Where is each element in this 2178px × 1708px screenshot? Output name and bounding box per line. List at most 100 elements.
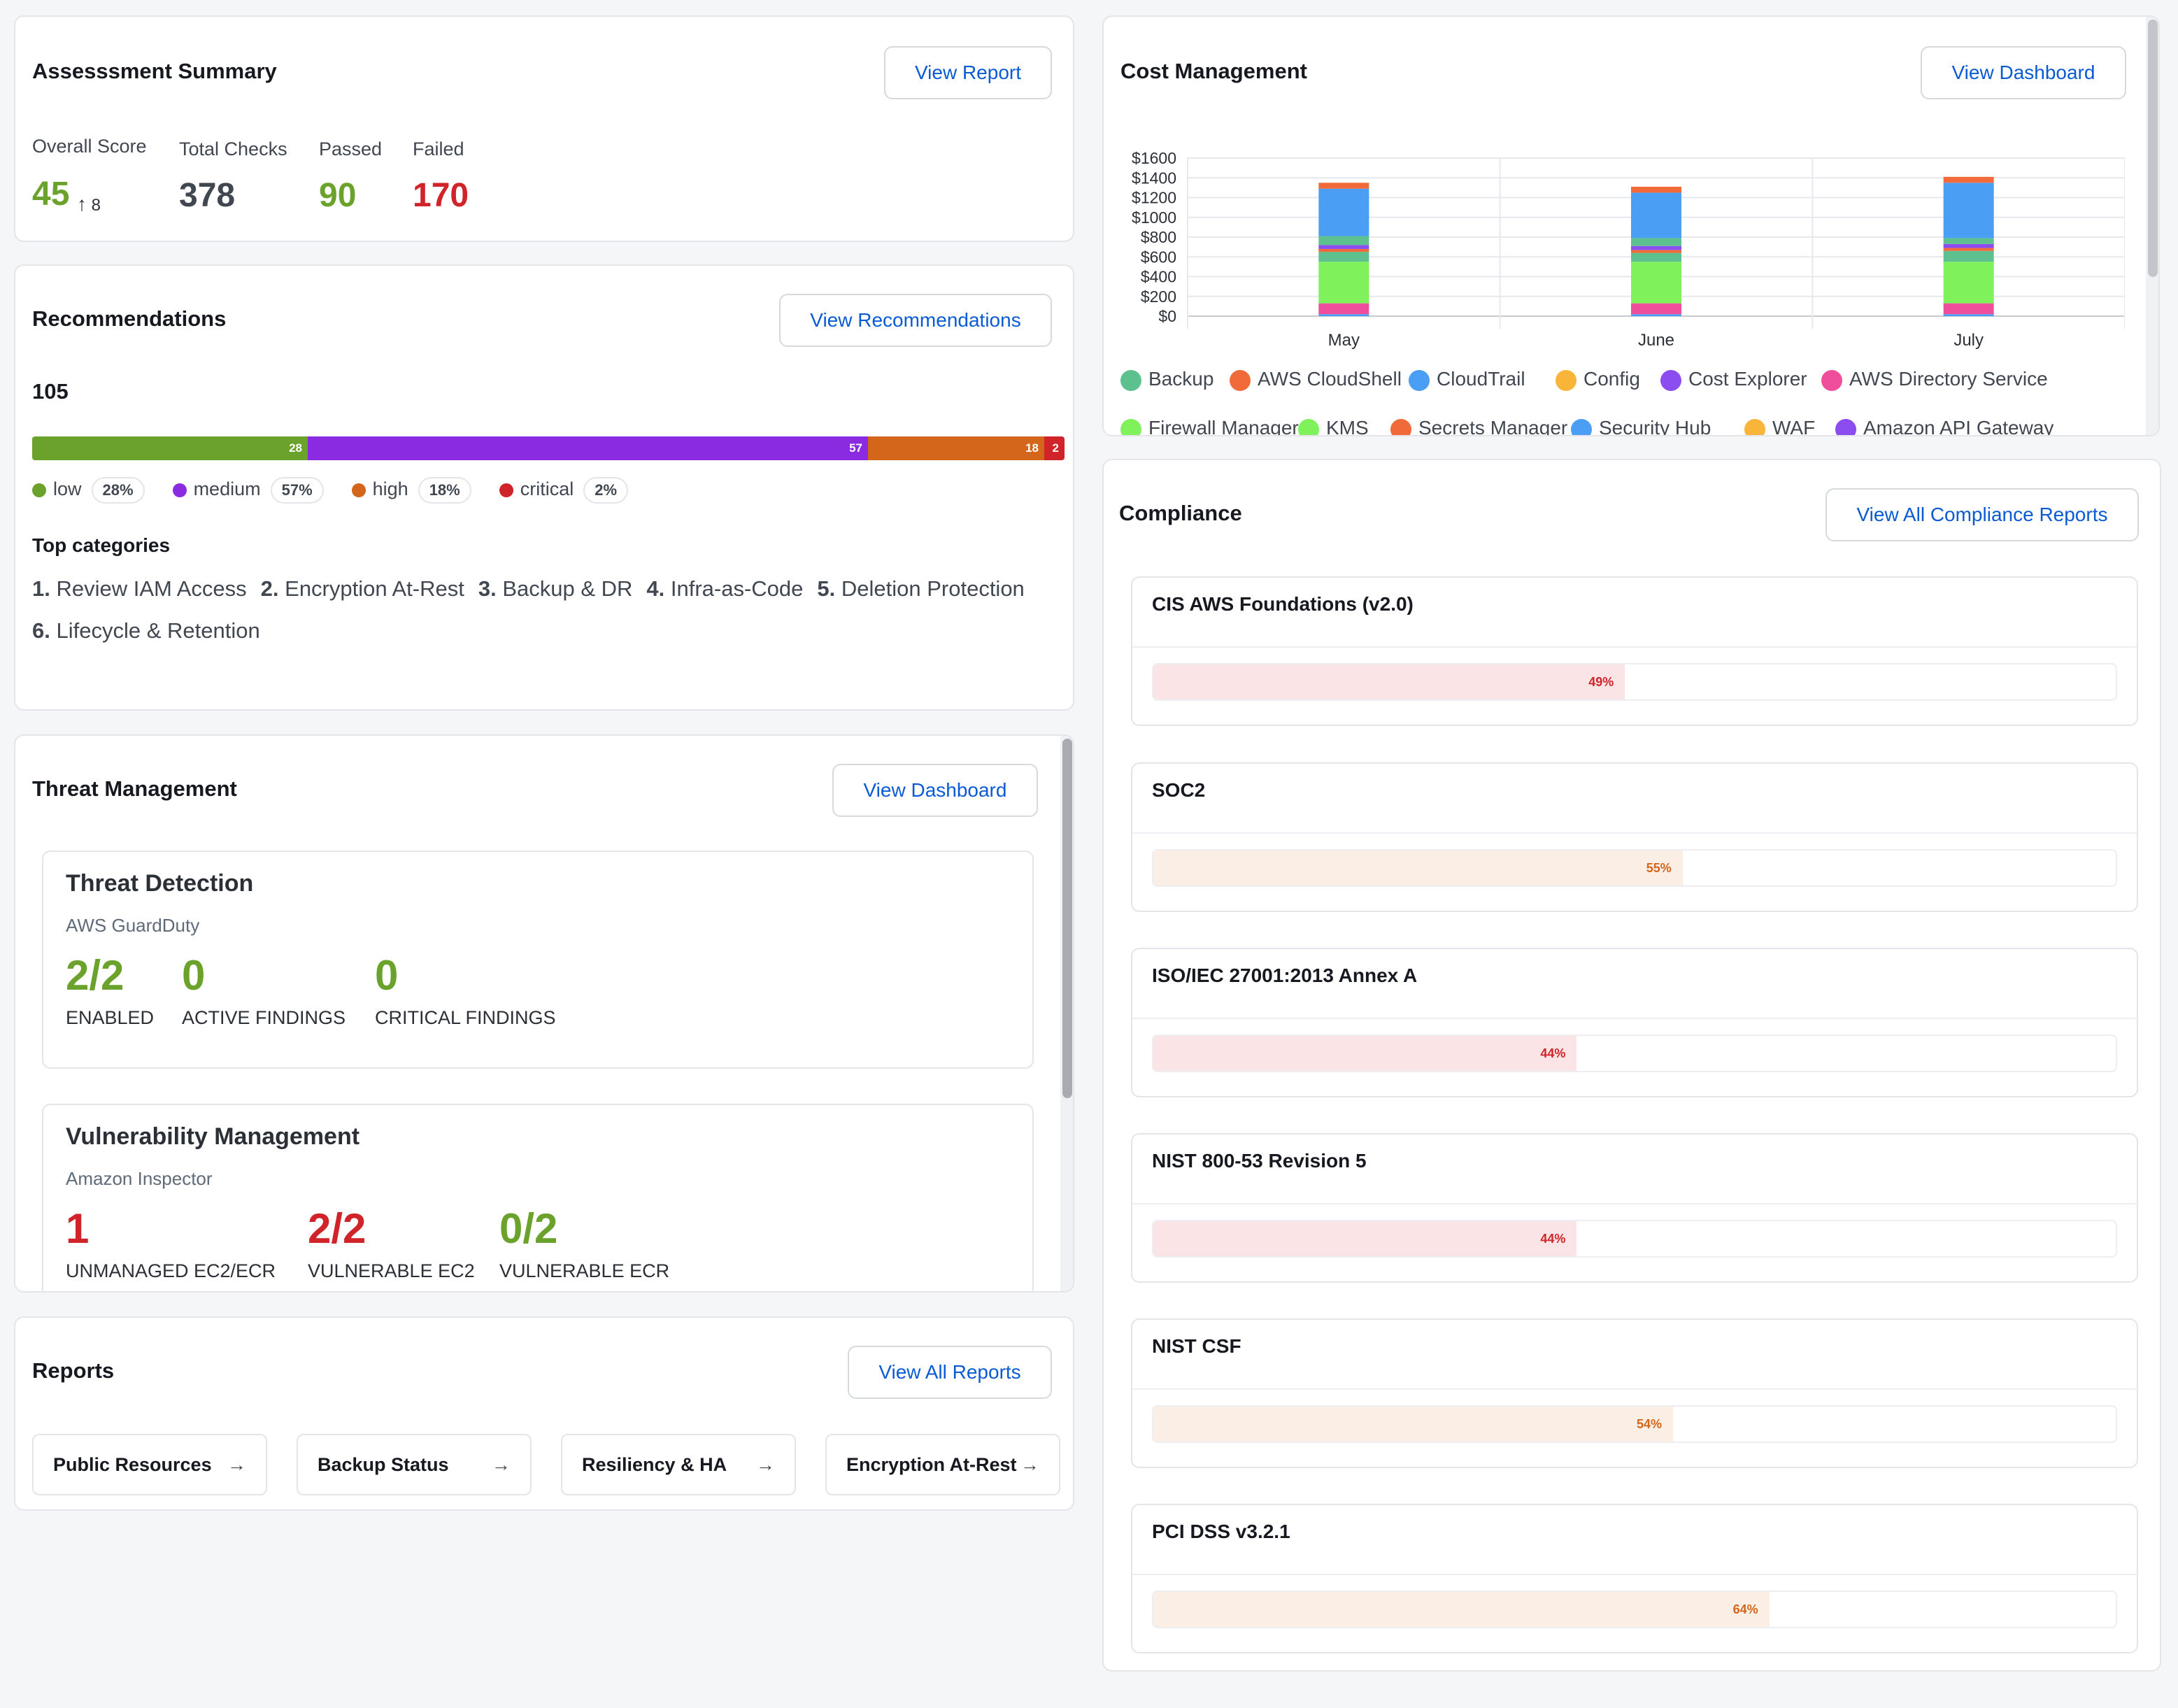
bar-segment bbox=[1318, 188, 1369, 236]
cost-legend-item[interactable]: Firewall Manager bbox=[1120, 417, 1299, 435]
report-link-label: Backup Status bbox=[318, 1453, 449, 1475]
arrow-right-icon: → bbox=[492, 1453, 511, 1475]
compliance-progress-track: 54% bbox=[1152, 1405, 2117, 1443]
bar-segment bbox=[1943, 243, 1994, 248]
overall-score-delta-value: 8 bbox=[91, 196, 101, 215]
bar-segment bbox=[1631, 250, 1681, 253]
cost-legend-item[interactable]: KMS bbox=[1298, 417, 1369, 435]
compliance-framework-card[interactable]: NIST CSF 54% bbox=[1131, 1318, 2138, 1468]
threat-detection-card: Threat Detection AWS GuardDuty 2/2 ENABL… bbox=[42, 851, 1034, 1069]
compliance-divider bbox=[1132, 1018, 2137, 1019]
bar-segment bbox=[1943, 176, 1994, 183]
recommendations-total: 105 bbox=[32, 379, 69, 404]
cost-legend-item[interactable]: Secrets Manager bbox=[1390, 417, 1567, 435]
top-category-name: Infra-as-Code bbox=[670, 576, 804, 601]
critical-findings-label: CRITICAL FINDINGS bbox=[375, 1007, 556, 1028]
severity-segment-critical: 2 bbox=[1044, 436, 1065, 460]
bar-segment bbox=[1943, 262, 1994, 294]
cost-legend-label: Cost Explorer bbox=[1688, 368, 1807, 390]
cost-legend-label: Config bbox=[1583, 368, 1640, 390]
recommendations-severity-bar: 28 57 18 2 bbox=[32, 436, 1065, 460]
cost-legend-item[interactable]: Cost Explorer bbox=[1660, 368, 1807, 391]
bar-segment bbox=[1318, 252, 1369, 262]
cost-view-dashboard-button[interactable]: View Dashboard bbox=[1921, 46, 2126, 99]
threat-detection-title: Threat Detection bbox=[66, 870, 254, 897]
severity-dot-icon bbox=[499, 483, 513, 497]
bar-segment bbox=[1631, 262, 1681, 294]
cost-legend-item[interactable]: Backup bbox=[1120, 368, 1213, 391]
severity-legend-high: high 18% bbox=[351, 477, 471, 504]
cost-legend-item[interactable]: AWS Directory Service bbox=[1821, 368, 2048, 391]
x-tick-label: May bbox=[1328, 331, 1360, 350]
active-findings-label: ACTIVE FINDINGS bbox=[182, 1007, 346, 1028]
top-categories-label: Top categories bbox=[32, 534, 171, 556]
top-category-item: 6. Lifecycle & Retention bbox=[32, 618, 260, 643]
severity-segment-medium: 57 bbox=[308, 436, 868, 460]
compliance-framework-name: NIST CSF bbox=[1152, 1335, 1241, 1357]
view-all-compliance-reports-button[interactable]: View All Compliance Reports bbox=[1825, 488, 2139, 541]
cost-chart: $0$200$400 $600 $800$1000$1200 $1400 $1600 Ma… bbox=[1132, 149, 2125, 350]
legend-dot-icon bbox=[1390, 418, 1411, 435]
top-category-name: Review IAM Access bbox=[56, 576, 247, 601]
view-recommendations-button[interactable]: View Recommendations bbox=[779, 294, 1052, 347]
severity-segment-low: 28 bbox=[32, 436, 308, 460]
compliance-framework-card[interactable]: ISO/IEC 27001:2013 Annex A 44% bbox=[1131, 948, 2138, 1097]
compliance-framework-name: SOC2 bbox=[1152, 779, 1206, 801]
cost-legend-label: Amazon API Gateway bbox=[1863, 417, 2054, 436]
legend-dot-icon bbox=[1821, 369, 1842, 391]
report-link[interactable]: Resiliency & HA → bbox=[561, 1434, 796, 1495]
assessment-summary-card: Assesssment Summary View Report Overall … bbox=[14, 15, 1074, 242]
compliance-divider bbox=[1132, 646, 2137, 648]
severity-legend-medium: medium 57% bbox=[172, 477, 324, 504]
cost-legend-item[interactable]: WAF bbox=[1744, 417, 1816, 436]
y-tick-label: $400 bbox=[1141, 268, 1176, 286]
cost-legend-label: CloudTrail bbox=[1437, 368, 1525, 390]
compliance-framework-card[interactable]: CIS AWS Foundations (v2.0) 49% bbox=[1131, 576, 2138, 726]
cost-legend-item[interactable]: Amazon API Gateway bbox=[1835, 417, 2054, 436]
overall-score-label: Overall Score bbox=[32, 136, 147, 157]
compliance-framework-card[interactable]: PCI DSS v3.2.1 64% bbox=[1131, 1504, 2138, 1653]
compliance-progress-track: 44% bbox=[1152, 1034, 2117, 1072]
unmanaged-ec2-ecr-value: 1 bbox=[66, 1205, 90, 1252]
vulnerable-ec2-label: VULNERABLE EC2 bbox=[308, 1260, 475, 1281]
threat-view-dashboard-button[interactable]: View Dashboard bbox=[832, 764, 1038, 817]
bar-segment bbox=[1631, 186, 1681, 193]
compliance-framework-card[interactable]: SOC2 55% bbox=[1131, 762, 2138, 912]
report-link[interactable]: Backup Status → bbox=[297, 1434, 532, 1495]
compliance-progress-fill: 54% bbox=[1153, 1407, 1674, 1442]
report-link[interactable]: Encryption At-Rest → bbox=[825, 1434, 1060, 1495]
cost-legend-item[interactable]: Security Hub bbox=[1571, 417, 1711, 435]
cost-legend-item[interactable]: AWS CloudShell bbox=[1230, 368, 1402, 391]
cost-scrollbar-thumb[interactable] bbox=[2148, 20, 2158, 277]
compliance-divider bbox=[1132, 832, 2137, 834]
cost-legend-label: WAF bbox=[1772, 417, 1816, 436]
vulnerability-management-card: Vulnerability Management Amazon Inspecto… bbox=[42, 1104, 1034, 1291]
compliance-framework-name: CIS AWS Foundations (v2.0) bbox=[1152, 593, 1414, 615]
arrow-right-icon: → bbox=[227, 1453, 246, 1475]
cost-legend-label: Backup bbox=[1148, 368, 1214, 390]
compliance-framework-card[interactable]: NIST 800-53 Revision 5 44% bbox=[1131, 1133, 2138, 1283]
bar-segment bbox=[1631, 252, 1681, 262]
legend-dot-icon bbox=[1120, 418, 1141, 435]
view-all-reports-button[interactable]: View All Reports bbox=[848, 1346, 1052, 1399]
cost-legend-item[interactable]: Config bbox=[1556, 368, 1640, 391]
compliance-framework-name: ISO/IEC 27001:2013 Annex A bbox=[1152, 965, 1418, 986]
recommendations-title: Recommendations bbox=[32, 306, 227, 331]
bar-segment bbox=[1631, 314, 1681, 316]
assessment-summary-title: Assesssment Summary bbox=[32, 59, 277, 83]
threat-scrollbar-track[interactable] bbox=[1060, 736, 1073, 1291]
vulnerable-ecr-value: 0/2 bbox=[499, 1205, 558, 1252]
threat-scrollbar-thumb[interactable] bbox=[1062, 739, 1072, 1098]
compliance-progress-fill: 44% bbox=[1153, 1036, 1577, 1071]
severity-dot-icon bbox=[32, 483, 46, 497]
cost-legend-item[interactable]: CloudTrail bbox=[1409, 368, 1525, 391]
reports-card: Reports View All Reports Public Resource… bbox=[14, 1316, 1074, 1511]
view-report-button[interactable]: View Report bbox=[884, 46, 1052, 99]
compliance-progress-track: 64% bbox=[1152, 1590, 2117, 1628]
severity-legend-label: high bbox=[372, 478, 408, 500]
bar-segment bbox=[1318, 248, 1369, 252]
report-link[interactable]: Public Resources → bbox=[32, 1434, 267, 1495]
cost-management-card: Cost Management View Dashboard $0 $200 $40… bbox=[1102, 15, 2160, 436]
cost-scrollbar-track[interactable] bbox=[2146, 17, 2158, 435]
total-checks-value: 378 bbox=[179, 177, 236, 214]
